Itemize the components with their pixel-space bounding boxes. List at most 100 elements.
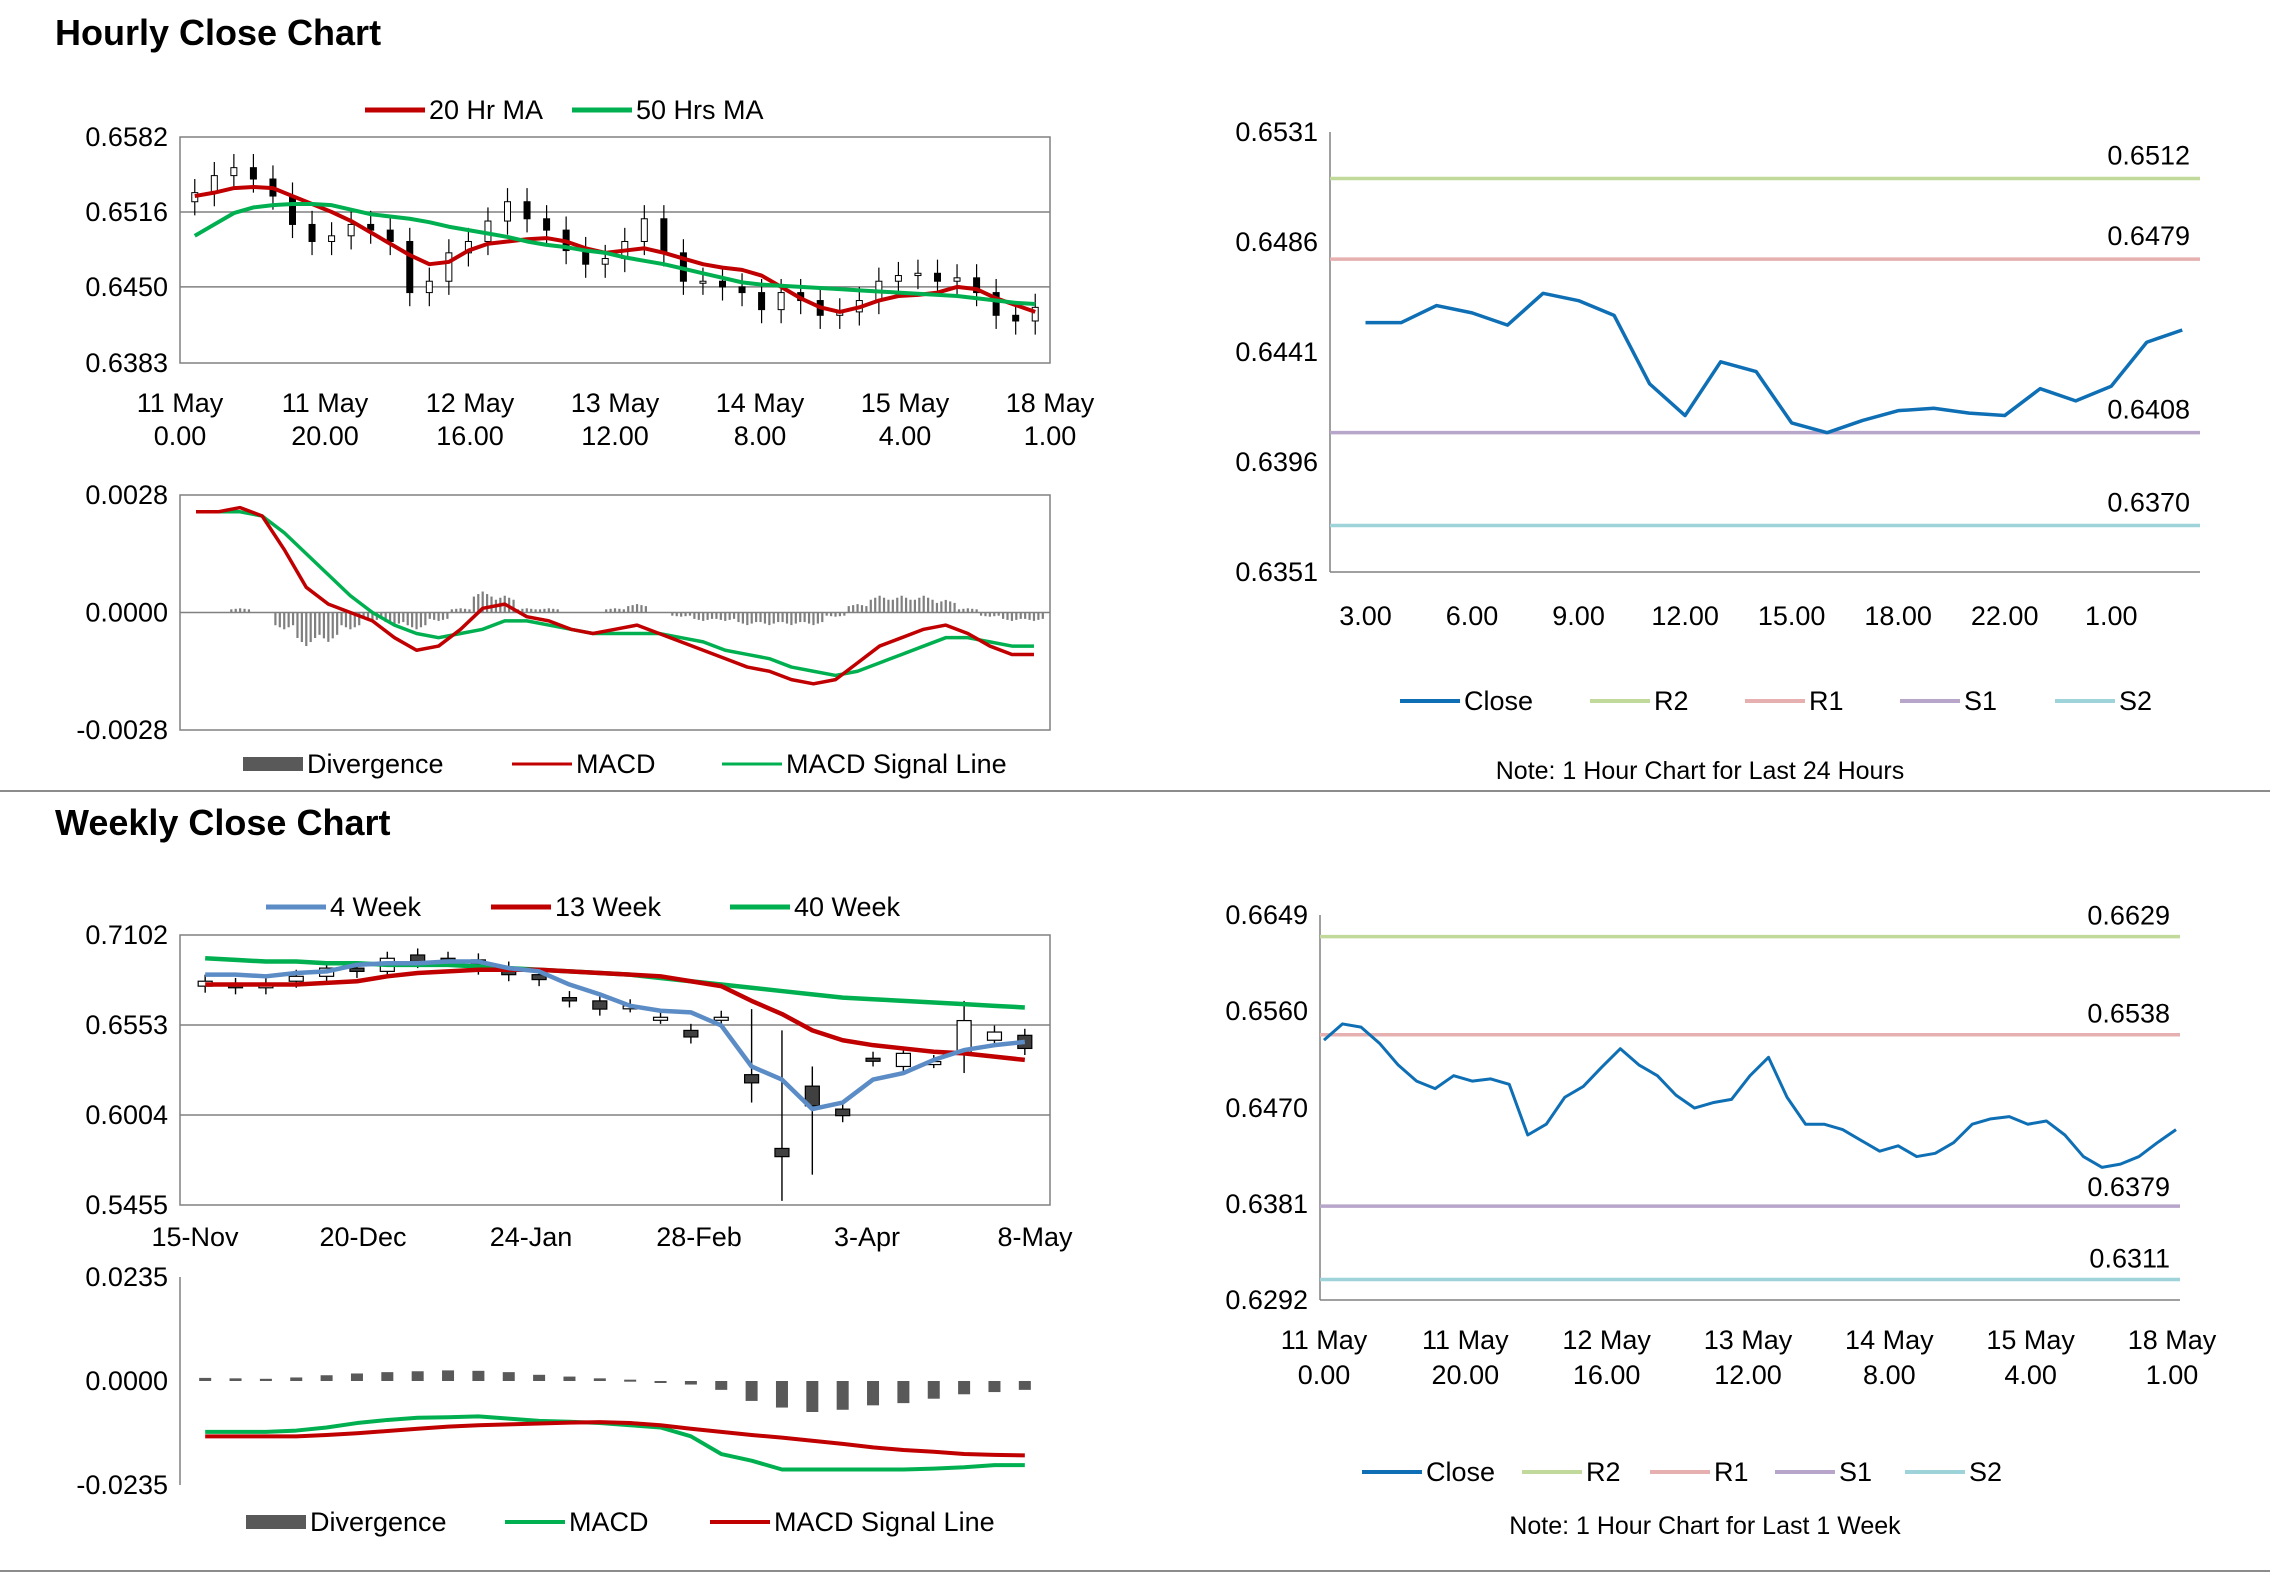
weekly-candle-body [774,1147,790,1158]
hourly-candle-body [758,292,766,311]
weekly-pivot-x-tick-5: 15 May [1986,1325,2075,1355]
weekly-section-title: Weekly Close Chart [55,802,391,843]
hourly-pivot-y-tick-2: 0.6441 [1235,337,1318,367]
hourly-price-x-tick-1: 11 May [282,388,369,418]
weekly-divergence-bar [958,1381,971,1395]
hourly-candle-body [230,167,238,177]
weekly-ma4-line [205,959,1026,1112]
hourly-pivot-note: Note: 1 Hour Chart for Last 24 Hours [1496,757,1905,785]
weekly-macd-legend-divergence-label: Divergence [310,1507,447,1537]
hourly-level-label-S2: 0.6370 [2107,488,2190,518]
hourly-price-y-tick-3: 0.6383 [85,348,168,378]
weekly-candle-body [410,954,426,963]
hourly-candle-body [308,223,316,242]
weekly-pivot-x-tick-1-time: 20.00 [1432,1360,1500,1390]
hourly-candle-body [406,240,414,294]
hourly-price-x-tick-3-time: 12.00 [581,421,649,451]
weekly-legend-ma13-label: 13 Week [555,892,662,922]
weekly-divergence-bar [320,1375,333,1381]
hourly-candle-body [894,275,902,282]
hourly-price-x-tick-4: 14 May [716,388,805,418]
weekly-macd-y-tick-0: 0.0235 [85,1262,168,1292]
weekly-macd-legend-signal-label: MACD Signal Line [774,1507,995,1537]
weekly-pivot-x-tick-3: 13 May [1704,1325,1793,1355]
weekly-pivot-legend-2-label: R1 [1714,1457,1749,1487]
weekly-pivot-x-tick-0: 11 May [1281,1325,1368,1355]
hourly-price-plot [179,136,1051,364]
hourly-price-x-tick-6-time: 1.00 [1024,421,1077,451]
weekly-divergence-bar [715,1381,728,1390]
hourly-pivot-y-tick-0: 0.6531 [1235,117,1318,147]
hourly-candle-body [934,272,941,282]
hourly-pivot-x-tick-4: 15.00 [1758,601,1826,631]
weekly-macd-y-tick-2: -0.0235 [76,1470,168,1500]
hourly-candle-body [738,286,746,294]
weekly-candle-body [744,1074,760,1084]
hourly-macd-line [196,505,1034,686]
hourly-candle-body [601,258,609,265]
weekly-pivot-y-tick-2: 0.6470 [1225,1093,1308,1123]
weekly-divergence-bar [411,1371,424,1381]
hourly-candle-body [699,280,707,284]
weekly-candle-body [592,1000,608,1010]
hourly-candle-body [719,280,726,288]
hourly-candle-body [992,292,1000,316]
hourly-ma50-line [193,202,1036,306]
hourly-pivot-y-tick-1: 0.6486 [1235,227,1318,257]
weekly-level-label-R2: 0.6629 [2087,901,2170,931]
weekly-macd-y-tick-1: 0.0000 [85,1366,168,1396]
hourly-price-x-tick-6: 18 May [1006,388,1095,418]
weekly-divergence-bar [290,1377,303,1381]
hourly-candle-body [386,229,394,242]
weekly-candle-body [895,1052,911,1068]
hourly-macd-y-tick-2: -0.0028 [76,715,168,745]
hourly-candle-body [347,223,355,237]
weekly-pivot-y-tick-3: 0.6381 [1225,1189,1308,1219]
hourly-candle-body [953,277,961,282]
hourly-candle-body [210,175,218,194]
hourly-candle-body [523,201,531,220]
weekly-macd-legend-divergence-swatch [246,1515,306,1529]
weekly-candle-body [835,1108,851,1117]
hourly-candle-body [1031,306,1039,322]
weekly-candle-body [865,1057,881,1062]
weekly-pivot-note: Note: 1 Hour Chart for Last 1 Week [1509,1512,1901,1540]
hourly-price-x-tick-4-time: 8.00 [734,421,787,451]
weekly-divergence-bar [259,1378,272,1381]
hourly-price-y-tick-2: 0.6450 [85,272,168,302]
hourly-level-label-S1: 0.6408 [2107,395,2190,425]
weekly-macd-legend-macd-label: MACD [569,1507,649,1537]
weekly-candle-body [288,975,304,982]
weekly-divergence-bar [350,1373,363,1381]
weekly-pivot-x-tick-6: 18 May [2128,1325,2217,1355]
weekly-candle-body [531,974,547,981]
weekly-pivot-y-tick-1: 0.6560 [1225,996,1308,1026]
weekly-pivot-x-tick-2-time: 16.00 [1573,1360,1641,1390]
weekly-candle-body [683,1029,699,1038]
hourly-pivot-x-tick-2: 9.00 [1552,601,1605,631]
weekly-candle-body [713,1016,729,1021]
weekly-legend-ma40-label: 40 Week [794,892,901,922]
hourly-candle-body [777,292,785,311]
hourly-candle-body [445,252,453,282]
hourly-candle-body [660,218,668,254]
hourly-pivot-y-tick-3: 0.6396 [1235,447,1318,477]
weekly-ma13-line [205,967,1026,1063]
hourly-level-label-R1: 0.6479 [2107,221,2190,251]
hourly-price-x-tick-5: 15 May [861,388,950,418]
weekly-pivot-legend-3-label: S1 [1839,1457,1872,1487]
hourly-section-title: Hourly Close Chart [55,12,382,53]
hourly-price-x-tick-0-time: 0.00 [154,421,207,451]
weekly-divergence-bar [533,1374,546,1381]
hourly-legend-ma50-label: 50 Hrs MA [636,95,764,125]
hourly-pivot-x-tick-7: 1.00 [2085,601,2138,631]
weekly-signal-line [205,1420,1025,1458]
hourly-price-x-tick-2-time: 16.00 [436,421,504,451]
weekly-pivot-legend-4-label: S2 [1969,1457,2002,1487]
hourly-pivot-x-tick-1: 6.00 [1446,601,1499,631]
hourly-macd-y-tick-1: 0.0000 [85,598,168,628]
weekly-pivot-x-tick-4-time: 8.00 [1863,1360,1916,1390]
weekly-divergence-bar [988,1381,1001,1393]
weekly-candle-body [804,1085,820,1107]
hourly-candle-body [973,277,981,294]
